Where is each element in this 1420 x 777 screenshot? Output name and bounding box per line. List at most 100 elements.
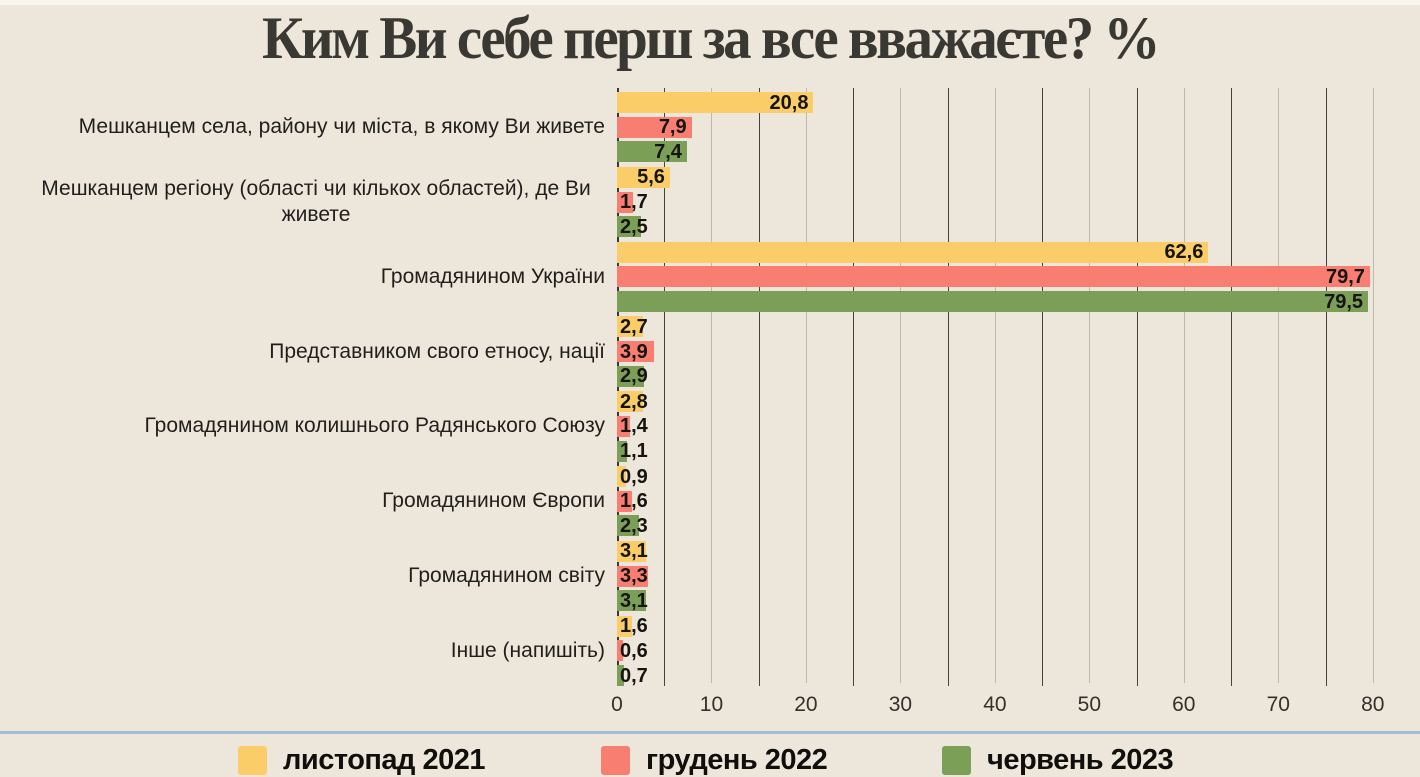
bar: 2,7	[617, 316, 648, 338]
category-label: Мешканцем регіону (області чи кількох об…	[41, 177, 591, 226]
legend-item: червень 2023	[942, 744, 1174, 777]
bar-value-label: 79,7	[1325, 265, 1365, 288]
bar: 2,3	[617, 515, 648, 537]
bar-value-label: 2,9	[620, 365, 648, 388]
legend-swatch	[942, 746, 971, 775]
gridline	[711, 88, 713, 683]
bar-value-label: 1,1	[620, 440, 648, 463]
category-label-row: Мешканцем села, району чи міста, в якому…	[0, 115, 605, 153]
category-label-row: Громадянином світу	[0, 564, 605, 602]
bar-value-label: 1,6	[620, 490, 648, 513]
bar-value-label: 7,9	[658, 116, 687, 139]
legend-swatch	[601, 746, 630, 775]
category-label-row: Громадянином колишнього Радянського Союз…	[0, 414, 605, 452]
gridline	[1325, 88, 1327, 686]
bar: 20,8	[617, 91, 814, 114]
bar: 2,9	[617, 365, 648, 387]
bar: 0,7	[617, 665, 648, 686]
category-label-row: Інше (напишіть)	[0, 639, 605, 677]
bar-value-label: 79,5	[1324, 290, 1364, 313]
x-axis-tick-label: 0	[611, 693, 623, 716]
bar: 2,8	[617, 391, 648, 413]
bar: 1,7	[617, 191, 648, 213]
legend-item: листопад 2021	[238, 744, 486, 777]
gridline	[1136, 88, 1138, 686]
bar: 0,9	[617, 466, 648, 487]
category-label: Громадянином Європи	[382, 489, 605, 513]
gridline	[1372, 88, 1374, 683]
bar-value-label: 3,1	[620, 589, 648, 612]
top-edge-strip	[0, 0, 1420, 5]
bar: 2,5	[617, 216, 648, 238]
bar-value-label: 0,7	[620, 664, 648, 687]
bar: 3,1	[617, 589, 648, 612]
gridline	[664, 88, 666, 686]
chart-title: Ким Ви себе перш за все вважаєте? %	[262, 5, 1160, 72]
bar-value-label: 2,7	[620, 315, 648, 338]
x-axis-tick-label: 50	[1077, 693, 1102, 716]
category-label: Представником свого етносу, нації	[269, 339, 605, 363]
category-label: Мешканцем села, району чи міста, в якому…	[78, 115, 605, 139]
legend-separator-line	[0, 731, 1420, 734]
gridline	[1278, 88, 1280, 683]
bar: 5,6	[617, 166, 670, 189]
bar: 1,4	[617, 415, 648, 437]
category-label-row: Представником свого етносу, нації	[0, 340, 605, 378]
x-axis-zero-line	[617, 88, 619, 686]
bar-value-label: 3,1	[620, 540, 648, 563]
bar-value-label: 0,9	[620, 465, 648, 488]
bar-value-label: 3,9	[620, 340, 648, 363]
gridline	[994, 88, 996, 683]
legend-label: листопад 2021	[283, 744, 486, 776]
bar: 3,1	[617, 540, 648, 563]
bar-value-label: 2,8	[620, 390, 648, 413]
category-label: Громадянином світу	[408, 564, 605, 587]
category-label: Громадянином України	[380, 264, 605, 288]
legend-swatch	[238, 746, 267, 775]
x-axis-tick-label: 60	[1172, 693, 1196, 716]
bar-value-label: 2,5	[620, 215, 648, 238]
gridline	[758, 88, 760, 686]
bar-value-label: 1,6	[620, 615, 648, 638]
x-axis-tick-label: 80	[1361, 693, 1385, 716]
bar-value-label: 5,6	[637, 166, 665, 189]
category-label-row: Громадянином України	[0, 265, 605, 303]
bar: 1,6	[617, 615, 648, 637]
bar: 3,9	[617, 340, 654, 363]
bar: 3,3	[617, 565, 649, 587]
x-axis-tick-label: 70	[1266, 693, 1290, 716]
bar: 1,1	[617, 440, 648, 462]
category-label-row: Громадянином Європи	[0, 489, 605, 527]
bar-value-label: 2,3	[620, 514, 648, 537]
gridline	[1183, 88, 1185, 683]
bar: 79,5	[617, 290, 1369, 313]
bar-value-label: 7,4	[654, 140, 682, 163]
gridline	[805, 88, 807, 683]
bar-value-label: 62,6	[1164, 241, 1204, 264]
gridline	[1089, 88, 1091, 683]
bar-value-label: 0,6	[620, 639, 648, 662]
x-axis-tick-label: 20	[794, 693, 818, 716]
bar: 0,6	[617, 640, 648, 662]
category-label: Громадянином колишнього Радянського Союз…	[144, 414, 605, 438]
gridline	[947, 88, 949, 686]
legend-item: грудень 2022	[601, 744, 828, 777]
x-axis-tick-label: 10	[699, 693, 724, 716]
bar-value-label: 20,8	[769, 91, 809, 114]
bar: 79,7	[617, 265, 1370, 288]
gridline	[900, 88, 902, 683]
bar: 7,4	[617, 140, 687, 163]
bar-value-label: 1,4	[620, 415, 648, 438]
x-axis-tick-label: 40	[983, 693, 1007, 716]
bar: 1,6	[617, 490, 648, 512]
category-label: Інше (напишіть)	[450, 638, 605, 662]
bar-value-label: 3,3	[620, 565, 648, 587]
gridline	[1231, 88, 1233, 686]
bar: 62,6	[617, 241, 1209, 264]
legend-label: червень 2023	[987, 744, 1174, 776]
bar-value-label: 1,7	[620, 191, 648, 213]
bar: 7,9	[617, 116, 692, 139]
x-axis-tick-label: 30	[888, 693, 913, 716]
gridline	[853, 88, 855, 686]
